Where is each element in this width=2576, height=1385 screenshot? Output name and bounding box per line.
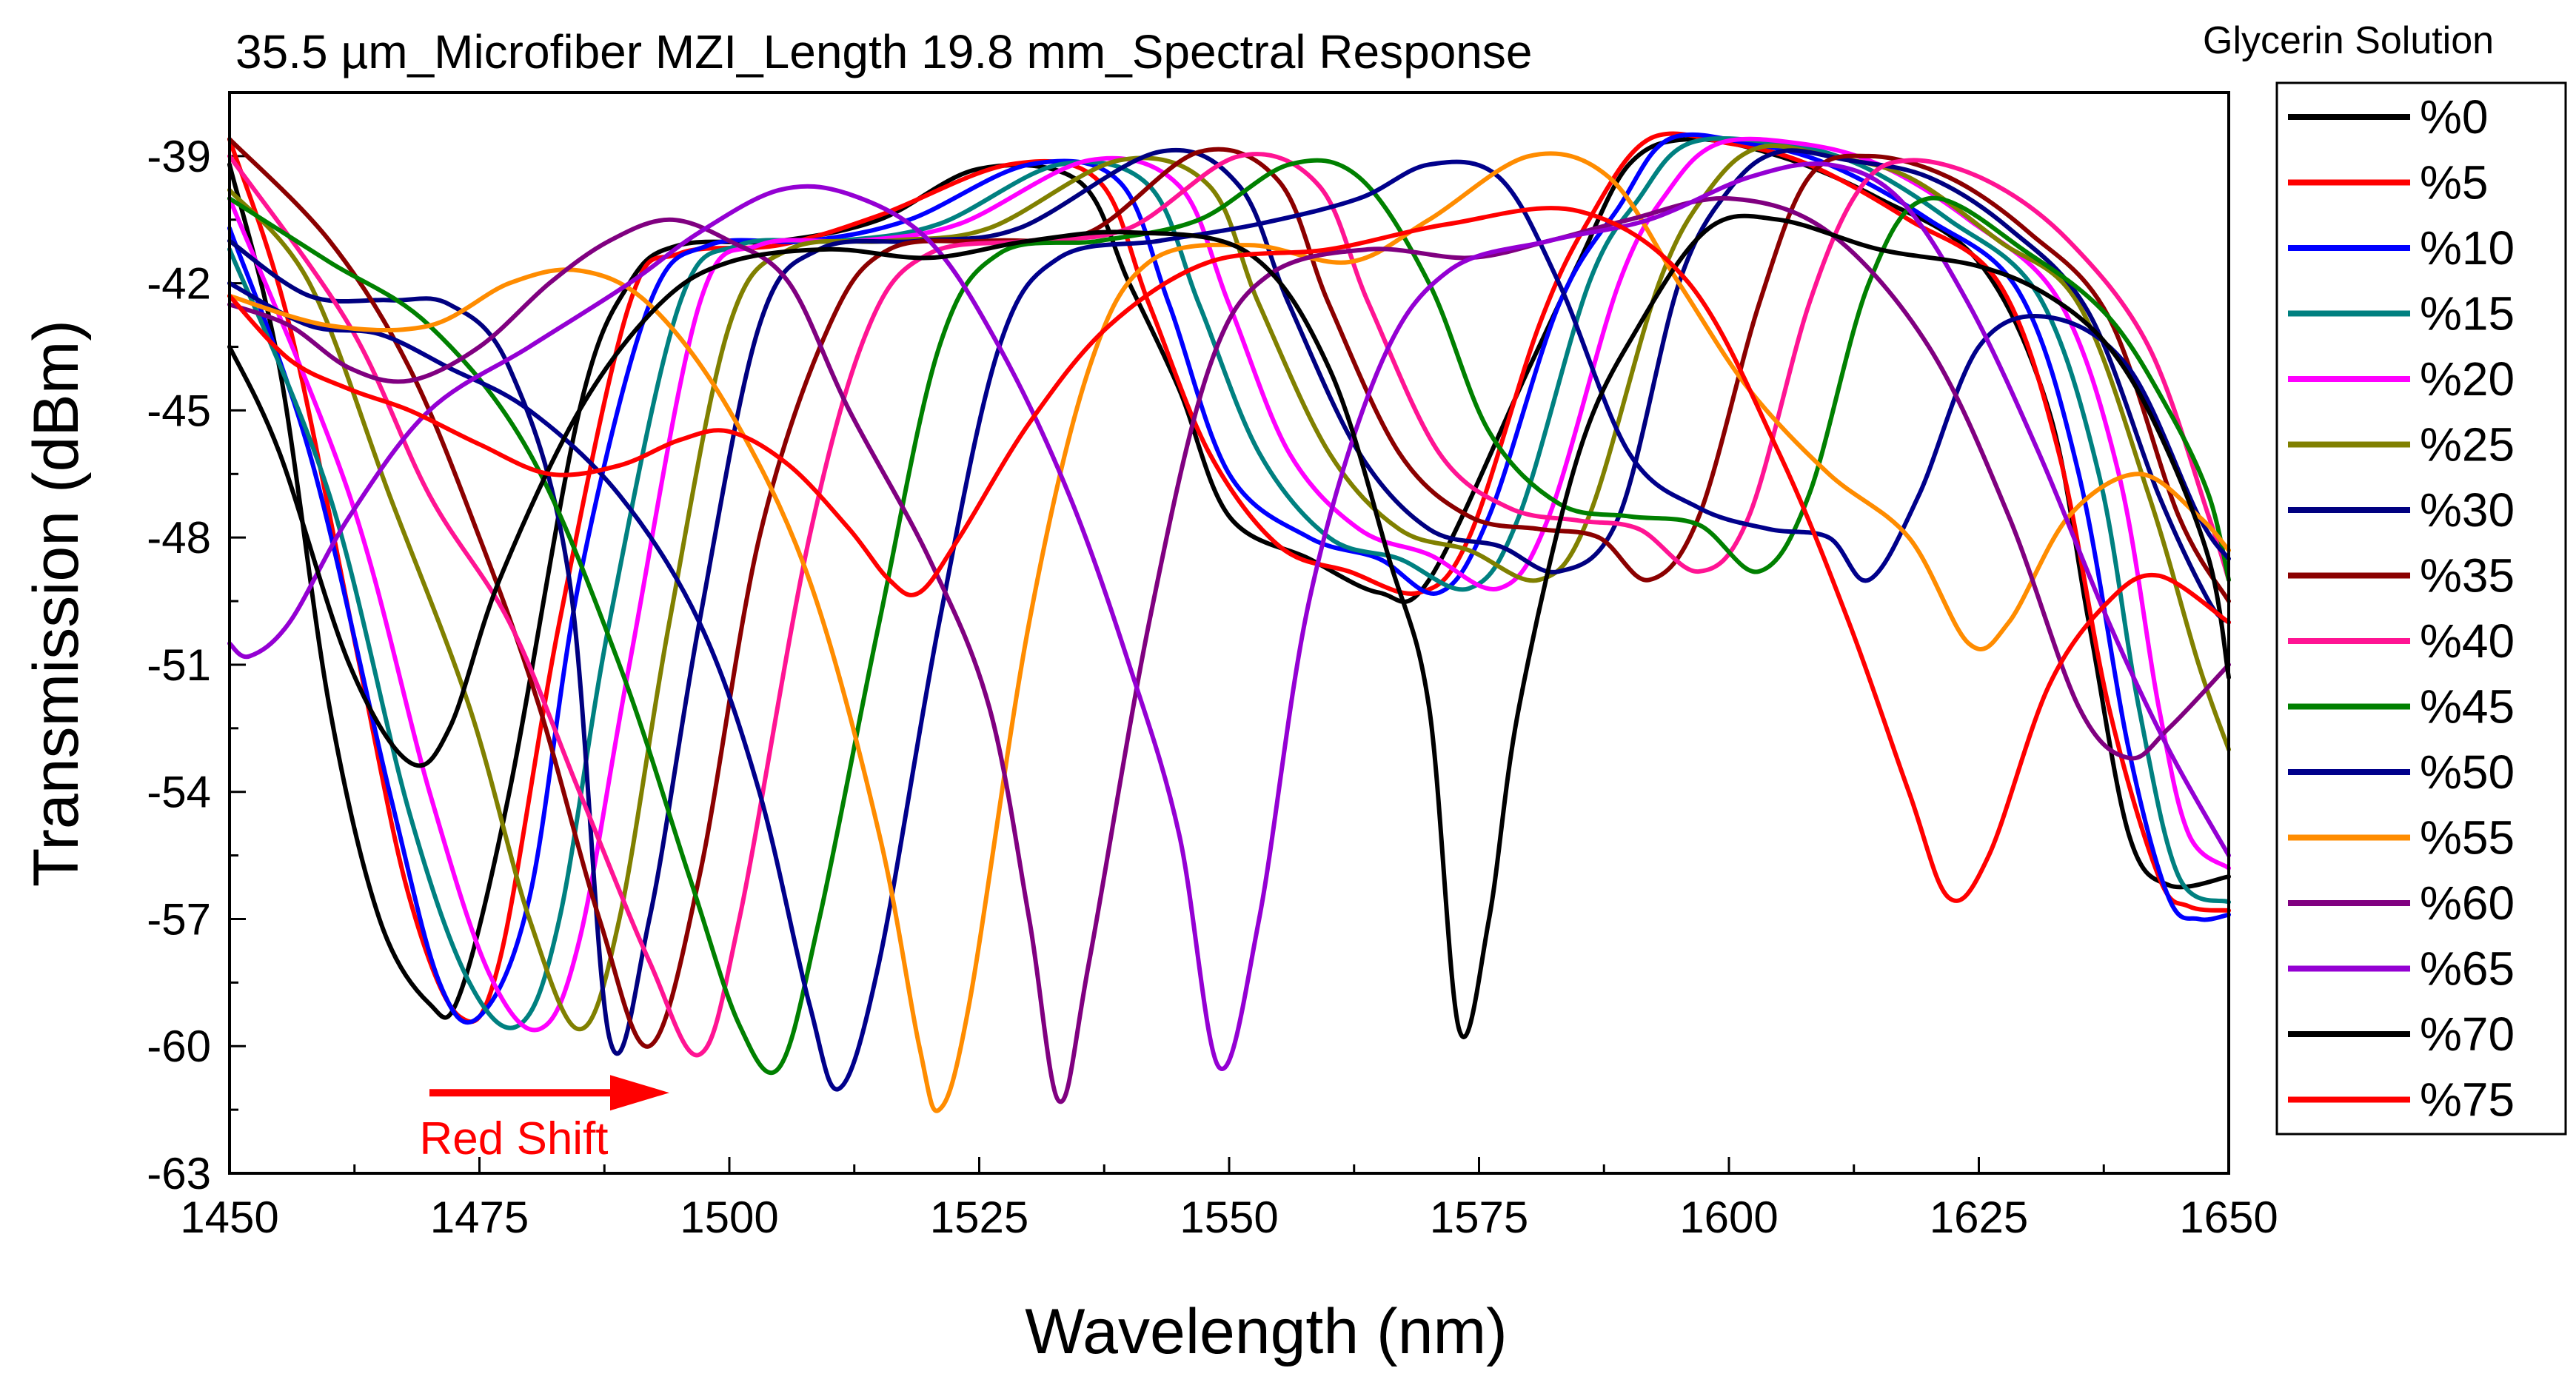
x-tick-label: 1525 (930, 1193, 1028, 1242)
legend-label: %5 (2420, 156, 2489, 209)
legend-label: %75 (2420, 1073, 2515, 1127)
x-tick-label: 1450 (180, 1193, 278, 1242)
plot-series (227, 131, 2231, 1113)
y-tick-label: -48 (147, 513, 211, 563)
y-tick-label: -45 (147, 386, 211, 435)
legend-entries: %0 %5 %10 %15 %20 %25 %30 %35 %40 %45 %50 %55 %60 %65… (2288, 90, 2515, 1127)
x-tick-label: 1625 (1930, 1193, 2028, 1242)
x-tick-label: 1475 (430, 1193, 529, 1242)
red-shift-label: Red Shift (420, 1113, 609, 1164)
series-line-pct-25 (227, 144, 2231, 1032)
red-shift-annotation: Red Shift (420, 1075, 669, 1164)
series-line-pct-50 (227, 159, 2231, 1092)
legend-label: %50 (2420, 745, 2515, 799)
x-tick-label: 1575 (1430, 1193, 1528, 1242)
series-line-pct-55 (227, 151, 2231, 1113)
legend-label: %25 (2420, 418, 2515, 472)
series-line-pct-70 (227, 213, 2231, 1039)
series-line-pct-15 (227, 135, 2231, 1030)
legend-label: %45 (2420, 680, 2515, 734)
x-tick-label: 1650 (2179, 1193, 2278, 1242)
legend-label: %0 (2420, 90, 2489, 144)
series-line-pct-40 (227, 152, 2231, 1058)
x-tick-label: 1550 (1180, 1193, 1278, 1242)
legend-label: %35 (2420, 549, 2515, 603)
plot-frame (228, 91, 2230, 1175)
chart-title: 35.5 µm_Microfiber MZI_Length 19.8 mm_Sp… (235, 25, 1532, 78)
y-tick-label: -57 (147, 894, 211, 944)
y-tick-label: -60 (147, 1022, 211, 1071)
y-tick-label: -42 (147, 259, 211, 309)
legend-label: %55 (2420, 811, 2515, 865)
legend-label: %10 (2420, 221, 2515, 275)
legend-label: %20 (2420, 352, 2515, 406)
legend-label: %30 (2420, 483, 2515, 537)
y-axis-label: Transmission (dBm) (21, 320, 92, 887)
legend-label: %60 (2420, 876, 2515, 930)
x-axis-label: Wavelength (nm) (1025, 1296, 1508, 1367)
series-line-pct-65 (227, 161, 2231, 1071)
y-tick-label: -39 (147, 132, 211, 181)
y-tick-label: -54 (147, 768, 211, 817)
x-tick-label: 1500 (680, 1193, 778, 1242)
legend-box (2275, 81, 2567, 1136)
series-line-pct-30 (227, 147, 2231, 1056)
series-line-pct-75 (227, 206, 2231, 903)
x-tick-labels: 1450 1475 1500 1525 1550 1575 1600 1625 1650 (180, 1193, 2278, 1242)
series-line-pct-35 (227, 137, 2231, 1049)
series-line-pct-10 (227, 132, 2231, 1025)
legend-label: %70 (2420, 1007, 2515, 1061)
legend: %0 %5 %10 %15 %20 %25 %30 %35 %40 %45 %50 %55 %60 %65… (2275, 81, 2567, 1136)
red-shift-arrow-head (610, 1075, 669, 1111)
legend-label: %15 (2420, 287, 2515, 341)
y-tick-labels: -63 -60 -57 -54 -51 -48 -45 -42 -39 (147, 132, 211, 1198)
series-line-pct-60 (227, 195, 2231, 1104)
y-tick-label: -63 (147, 1149, 211, 1198)
x-tick-label: 1600 (1679, 1193, 1778, 1242)
legend-title: Glycerin Solution (2203, 19, 2494, 62)
y-tick-label: -51 (147, 640, 211, 690)
legend-label: %65 (2420, 942, 2515, 996)
legend-label: %40 (2420, 614, 2515, 668)
